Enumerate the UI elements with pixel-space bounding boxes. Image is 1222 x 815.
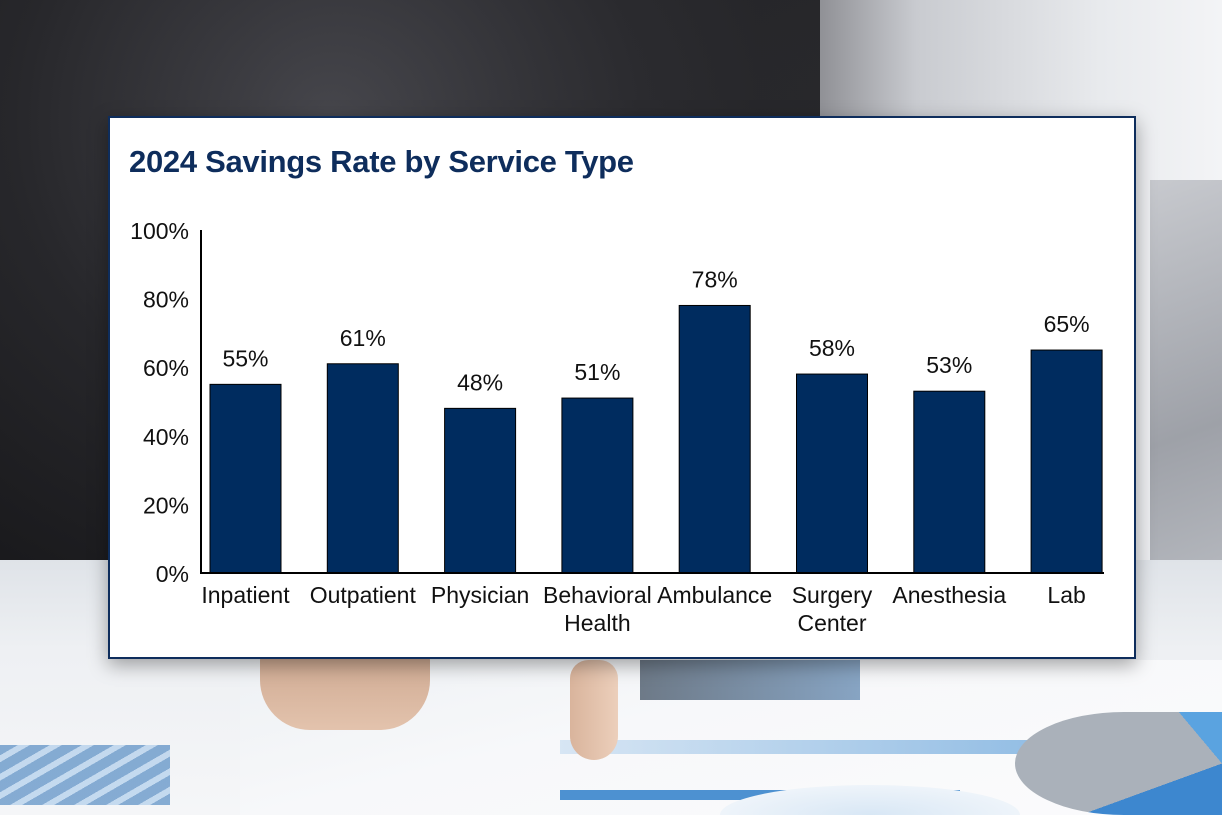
background-pointing-finger [570, 660, 618, 760]
x-tick-label-line: Outpatient [310, 582, 417, 608]
background-laptop [1150, 180, 1222, 600]
x-tick-label-line: Physician [431, 582, 529, 608]
bar [444, 407, 517, 574]
bars [209, 304, 1103, 574]
x-tick-label-line: Behavioral [543, 582, 652, 608]
x-tick-label-line: Anesthesia [892, 582, 1006, 608]
x-tick-label-line: Center [797, 610, 866, 636]
data-label: 58% [809, 335, 855, 361]
background-printed-table [0, 745, 170, 805]
x-tick-label-line: Surgery [792, 582, 873, 608]
bar [561, 397, 634, 574]
x-tick-label: Lab [1047, 582, 1085, 608]
chart-panel: 2024 Savings Rate by Service Type 0% 20% 4… [108, 116, 1136, 659]
bar-chart: 0% 20% 40% 60% 80% 100% 55% 61% 48% 51% 78% 58% 53%… [130, 218, 1104, 636]
data-label: 65% [1044, 311, 1090, 337]
y-axis-ticks: 0% 20% 40% 60% 80% 100% [130, 218, 189, 587]
y-tick-label: 60% [143, 355, 189, 381]
y-tick-label: 80% [143, 287, 189, 313]
y-tick-label: 40% [143, 424, 189, 450]
data-labels: 55% 61% 48% 51% 78% 58% 53% 65% [222, 266, 1089, 395]
bar [913, 390, 986, 574]
x-tick-label: Ambulance [657, 582, 772, 608]
bar [678, 304, 751, 574]
x-tick-label-line: Ambulance [657, 582, 772, 608]
x-tick-label: Surgery Center [792, 582, 873, 636]
y-tick-label: 100% [130, 218, 189, 244]
x-tick-label: Outpatient [310, 582, 417, 608]
x-tick-label-line: Lab [1047, 582, 1085, 608]
x-tick-label: Inpatient [201, 582, 290, 608]
x-axis-labels: Inpatient Outpatient Physician Behavioral He… [201, 582, 1085, 636]
x-tick-label: Anesthesia [892, 582, 1006, 608]
data-label: 55% [222, 345, 268, 371]
bar [1030, 349, 1103, 574]
y-tick-label: 20% [143, 492, 189, 518]
x-tick-label: Behavioral Health [543, 582, 652, 636]
data-label: 53% [926, 352, 972, 378]
background-table-strip [560, 740, 1100, 754]
background-pie-chart [1015, 712, 1222, 815]
x-tick-label-line: Inpatient [201, 582, 290, 608]
x-tick-label-line: Health [564, 610, 630, 636]
x-tick-label: Physician [431, 582, 529, 608]
bar [796, 373, 868, 574]
data-label: 48% [457, 369, 503, 395]
background-tablet [640, 660, 860, 700]
data-label: 61% [340, 325, 386, 351]
bar [326, 363, 399, 574]
chart-title: 2024 Savings Rate by Service Type [129, 144, 634, 179]
bar [209, 383, 282, 574]
data-label: 51% [574, 359, 620, 385]
y-tick-label: 0% [156, 561, 189, 587]
data-label: 78% [692, 266, 738, 292]
